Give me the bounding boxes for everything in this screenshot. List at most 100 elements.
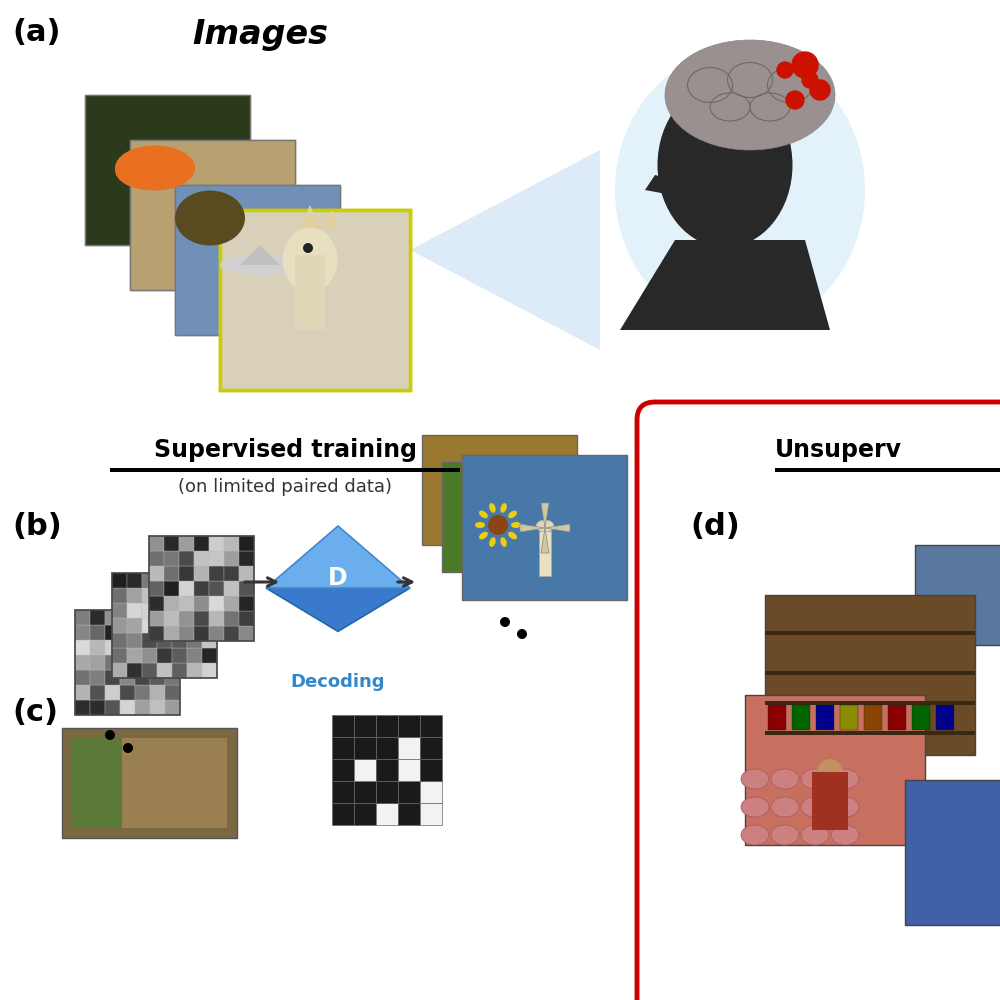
Bar <box>905 780 1000 925</box>
Text: (d): (d) <box>690 512 740 541</box>
Bar <box>150 625 165 640</box>
Polygon shape <box>320 210 338 228</box>
Bar <box>202 618 217 633</box>
Bar <box>90 625 105 640</box>
Bar <box>194 566 209 581</box>
Bar <box>179 536 194 551</box>
Polygon shape <box>300 205 320 228</box>
Bar <box>398 759 420 781</box>
Bar <box>224 626 239 641</box>
Bar <box>105 625 120 640</box>
Bar <box>239 581 254 596</box>
Bar <box>209 536 224 551</box>
Ellipse shape <box>831 825 859 845</box>
Bar <box>149 611 164 626</box>
Bar <box>202 573 217 588</box>
Bar <box>135 640 150 655</box>
Bar <box>768 705 786 730</box>
Circle shape <box>500 617 510 627</box>
Bar <box>75 610 180 715</box>
Bar <box>179 551 194 566</box>
Text: (on limited paired data): (on limited paired data) <box>178 478 392 496</box>
Bar <box>765 731 975 735</box>
Bar <box>135 685 150 700</box>
Bar <box>112 573 127 588</box>
Bar <box>332 759 354 781</box>
Bar <box>135 655 150 670</box>
Bar <box>175 185 340 335</box>
Ellipse shape <box>475 522 485 528</box>
Bar <box>164 611 179 626</box>
Bar <box>816 705 834 730</box>
Bar <box>224 611 239 626</box>
Bar <box>202 588 217 603</box>
Ellipse shape <box>771 825 799 845</box>
Bar <box>765 631 975 635</box>
Bar <box>142 588 157 603</box>
Bar <box>75 670 90 685</box>
Bar <box>127 633 142 648</box>
Polygon shape <box>240 245 280 265</box>
Bar <box>120 610 135 625</box>
Ellipse shape <box>801 797 829 817</box>
Ellipse shape <box>115 150 185 190</box>
Polygon shape <box>266 526 410 588</box>
Circle shape <box>786 91 804 109</box>
Ellipse shape <box>508 532 517 539</box>
Text: (b): (b) <box>12 512 62 541</box>
Bar <box>172 663 187 678</box>
Bar <box>420 781 442 803</box>
Bar <box>239 551 254 566</box>
Bar <box>135 700 150 715</box>
Bar <box>127 573 142 588</box>
Bar <box>120 625 135 640</box>
Bar <box>165 610 180 625</box>
Bar <box>332 781 354 803</box>
Bar <box>354 715 376 737</box>
Bar <box>332 715 354 737</box>
Text: Decoding: Decoding <box>291 673 385 691</box>
Bar <box>75 700 90 715</box>
Ellipse shape <box>500 537 507 547</box>
Bar <box>90 700 105 715</box>
Ellipse shape <box>741 769 769 789</box>
Bar <box>127 603 142 618</box>
Bar <box>332 803 354 825</box>
Bar <box>149 551 164 566</box>
Ellipse shape <box>831 769 859 789</box>
Ellipse shape <box>489 537 496 547</box>
Bar <box>912 705 930 730</box>
Ellipse shape <box>615 50 865 330</box>
Bar <box>90 655 105 670</box>
Bar <box>172 618 187 633</box>
Bar <box>224 566 239 581</box>
Bar <box>332 737 354 759</box>
Bar <box>194 551 209 566</box>
Polygon shape <box>620 240 830 330</box>
Bar <box>398 737 420 759</box>
Bar <box>202 603 217 618</box>
Ellipse shape <box>500 503 507 513</box>
Bar <box>202 648 217 663</box>
Text: (a): (a) <box>12 18 60 47</box>
Text: Supervised training: Supervised training <box>154 438 416 462</box>
Text: (c): (c) <box>12 698 58 727</box>
Bar <box>765 671 975 675</box>
Bar <box>376 781 398 803</box>
Ellipse shape <box>741 797 769 817</box>
Bar <box>157 663 172 678</box>
Bar <box>105 640 120 655</box>
Bar <box>422 435 577 545</box>
Polygon shape <box>645 175 675 195</box>
Bar <box>209 611 224 626</box>
Polygon shape <box>410 150 600 350</box>
Bar <box>150 700 165 715</box>
Bar <box>187 588 202 603</box>
Bar <box>105 610 120 625</box>
Bar <box>187 633 202 648</box>
Bar <box>420 803 442 825</box>
Polygon shape <box>520 524 545 532</box>
Bar <box>172 603 187 618</box>
Bar <box>812 772 848 830</box>
Bar <box>462 455 627 600</box>
